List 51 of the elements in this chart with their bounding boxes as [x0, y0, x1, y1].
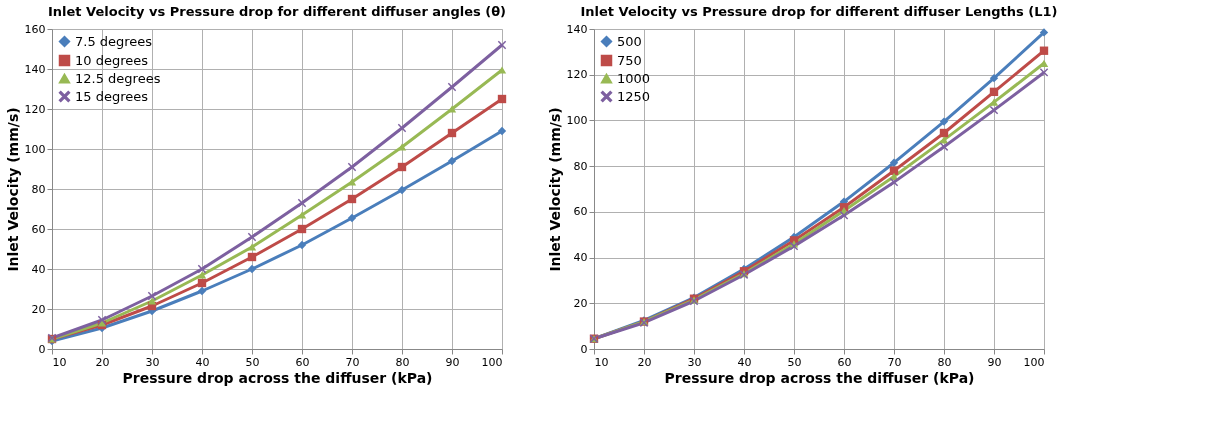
- y-tick-label: 120: [24, 102, 46, 116]
- x-tick-label: 100: [481, 355, 503, 369]
- x-tick-label: 20: [637, 355, 652, 369]
- x-tick-label: 90: [445, 355, 460, 369]
- x-tick-label: 80: [395, 355, 410, 369]
- x-tick-label: 30: [145, 355, 160, 369]
- y-tick-label: 80: [573, 159, 588, 173]
- legend-label: 10 degrees: [75, 52, 149, 68]
- chart-title: Inlet Velocity vs Pressure drop for different diffuser Lengths (L1): [580, 4, 1058, 19]
- x-tick-label: 40: [737, 355, 752, 369]
- chart-title: Inlet Velocity vs Pressure drop for different diffuser angles (θ): [47, 4, 507, 19]
- y-tick-label: 120: [566, 68, 588, 82]
- x-axis-title: Pressure drop across the diffuser (kPa): [664, 369, 975, 386]
- y-tick-label: 160: [24, 22, 46, 36]
- y-tick-label: 100: [566, 113, 588, 127]
- y-tick-label: 20: [573, 296, 588, 310]
- x-axis-title: Pressure drop across the diffuser (kPa): [122, 369, 433, 386]
- y-tick-label: 40: [31, 262, 46, 276]
- legend-label: 12.5 degrees: [75, 70, 161, 86]
- y-tick-label: 140: [24, 62, 46, 76]
- x-tick-label: 20: [95, 355, 110, 369]
- y-axis-title: Inlet Velocity (mm/s): [546, 107, 563, 272]
- y-tick-label: 60: [31, 222, 46, 236]
- legend-label: 1000: [617, 70, 651, 86]
- x-tick-label: 70: [887, 355, 902, 369]
- y-tick-label: 20: [31, 302, 46, 316]
- legend-label: 1250: [617, 88, 651, 104]
- x-tick-label: 70: [345, 355, 360, 369]
- x-tick-label: 100: [1023, 355, 1045, 369]
- y-tick-label: 0: [580, 342, 588, 356]
- x-tick-label: 10: [594, 355, 609, 369]
- legend-label: 7.5 degrees: [75, 33, 153, 49]
- y-tick-label: 0: [38, 342, 46, 356]
- x-tick-label: 40: [195, 355, 210, 369]
- x-tick-label: 60: [837, 355, 852, 369]
- legend-label: 15 degrees: [75, 88, 149, 104]
- x-tick-label: 50: [787, 355, 802, 369]
- y-tick-label: 80: [31, 182, 46, 196]
- x-tick-label: 90: [987, 355, 1002, 369]
- x-tick-label: 50: [245, 355, 260, 369]
- x-tick-label: 60: [295, 355, 310, 369]
- y-tick-label: 100: [24, 142, 46, 156]
- legend-label: 750: [617, 52, 642, 68]
- y-tick-label: 140: [566, 22, 588, 36]
- y-tick-label: 40: [573, 251, 588, 265]
- y-tick-label: 60: [573, 205, 588, 219]
- x-tick-label: 30: [687, 355, 702, 369]
- y-axis-title: Inlet Velocity (mm/s): [4, 107, 21, 272]
- legend-label: 500: [617, 33, 642, 49]
- x-tick-label: 10: [52, 355, 67, 369]
- x-tick-label: 80: [937, 355, 952, 369]
